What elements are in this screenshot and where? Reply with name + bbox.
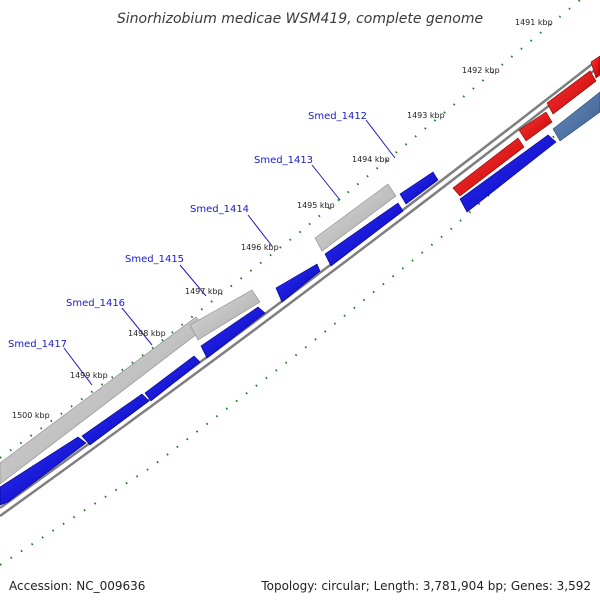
tick-row-outer bbox=[0, 0, 581, 459]
gene-feature-forward bbox=[459, 134, 557, 213]
gene-feature-grey bbox=[189, 289, 261, 341]
leader-line-smed-1412 bbox=[365, 119, 396, 159]
tick-label-1498-kbp: 1498 kbp bbox=[128, 329, 166, 338]
genome-summary: Topology: circular; Length: 3,781,904 bp… bbox=[261, 579, 591, 593]
gene-feature-forward bbox=[399, 171, 439, 205]
leader-line-smed-1414 bbox=[247, 214, 273, 247]
gene-feature-forward bbox=[144, 355, 201, 402]
length-value: 3,781,904 bp bbox=[422, 579, 503, 593]
backbone-inner-line bbox=[0, 65, 600, 518]
gene-feature-forward bbox=[324, 202, 404, 267]
gene-feature-forward bbox=[200, 306, 266, 359]
gene-feature-grey bbox=[314, 183, 397, 252]
gene-feature-reverse bbox=[590, 55, 600, 79]
topology-value: circular bbox=[321, 579, 366, 593]
tick-label-1493-kbp: 1493 kbp bbox=[407, 111, 445, 120]
tick-label-1500-kbp: 1500 kbp bbox=[12, 411, 50, 420]
gene-feature-reverse bbox=[518, 111, 553, 142]
genes-value: 3,592 bbox=[556, 579, 591, 593]
gene-label-smed-1412[interactable]: Smed_1412 bbox=[308, 111, 367, 122]
leader-line-smed-1417 bbox=[63, 347, 93, 386]
length-prefix: ; Length: bbox=[365, 579, 423, 593]
map-title: Sinorhizobium medicae WSM419, complete g… bbox=[117, 11, 483, 27]
topology-prefix: Topology: bbox=[261, 579, 322, 593]
tick-label-1499-kbp: 1499 kbp bbox=[70, 371, 108, 380]
gene-feature-forward bbox=[81, 393, 150, 446]
reverse-gene-track bbox=[452, 55, 600, 197]
gene-label-smed-1413[interactable]: Smed_1413 bbox=[254, 155, 313, 166]
tick-label-1497-kbp: 1497 kbp bbox=[185, 287, 223, 296]
gene-feature-forward bbox=[552, 91, 600, 142]
gene-label-smed-1414[interactable]: Smed_1414 bbox=[190, 204, 249, 215]
scale-ticks-outer bbox=[0, 0, 581, 459]
gene-feature-reverse bbox=[452, 137, 525, 197]
gene-feature-forward bbox=[275, 263, 321, 303]
leader-line-smed-1416 bbox=[121, 307, 153, 346]
leader-line-smed-1415 bbox=[179, 264, 207, 297]
gene-label-smed-1416[interactable]: Smed_1416 bbox=[66, 298, 125, 309]
gene-feature-reverse bbox=[546, 70, 597, 115]
tick-label-1495-kbp: 1495 kbp bbox=[297, 201, 335, 210]
tick-label-1491-kbp: 1491 kbp bbox=[515, 18, 553, 27]
gene-labels: Smed_1412 Smed_1413 Smed_1414 Smed_1415 … bbox=[8, 111, 367, 350]
leader-line-smed-1413 bbox=[311, 164, 341, 201]
gene-feature-forward bbox=[0, 436, 87, 506]
gene-label-smed-1417[interactable]: Smed_1417 bbox=[8, 339, 67, 350]
tick-label-1496-kbp: 1496 kbp bbox=[241, 243, 279, 252]
gene-label-smed-1415[interactable]: Smed_1415 bbox=[125, 254, 184, 265]
tick-labels: 1491 kbp 1492 kbp 1493 kbp 1494 kbp 1495… bbox=[12, 18, 553, 420]
accession-prefix: Accession: bbox=[9, 579, 77, 593]
pseudo-gene-track bbox=[0, 183, 397, 485]
leader-lines bbox=[63, 119, 396, 386]
tick-label-1494-kbp: 1494 kbp bbox=[352, 155, 390, 164]
forward-gene-track bbox=[0, 91, 600, 506]
tick-label-1492-kbp: 1492 kbp bbox=[462, 66, 500, 75]
accession-text: Accession: NC_009636 bbox=[9, 579, 145, 593]
genes-prefix: ; Genes: bbox=[503, 579, 557, 593]
accession-value: NC_009636 bbox=[76, 579, 146, 593]
